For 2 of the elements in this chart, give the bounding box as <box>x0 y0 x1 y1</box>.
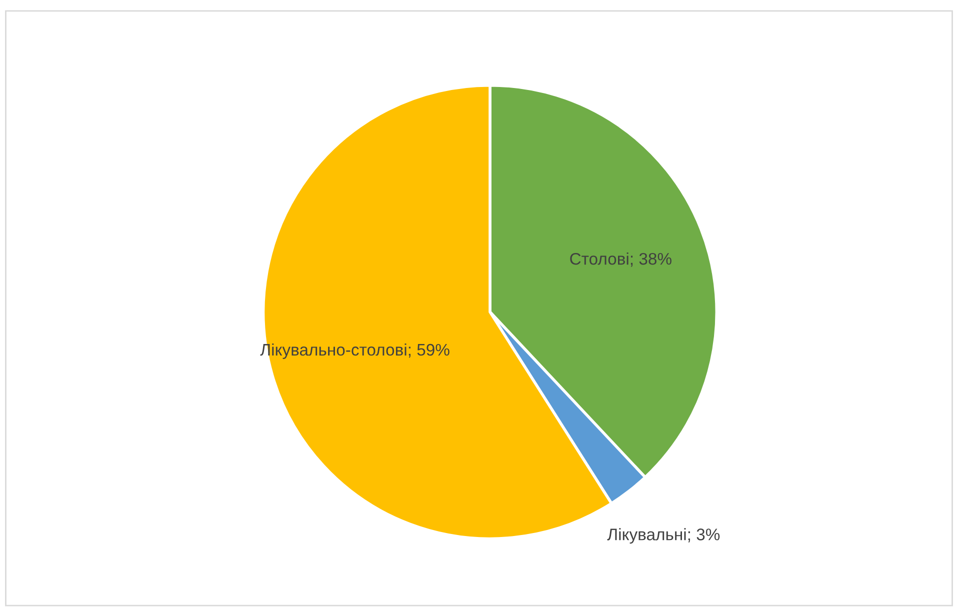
slice-label: Столові; 38% <box>570 252 672 267</box>
slice-label: Лікувальні; 3% <box>607 528 720 544</box>
